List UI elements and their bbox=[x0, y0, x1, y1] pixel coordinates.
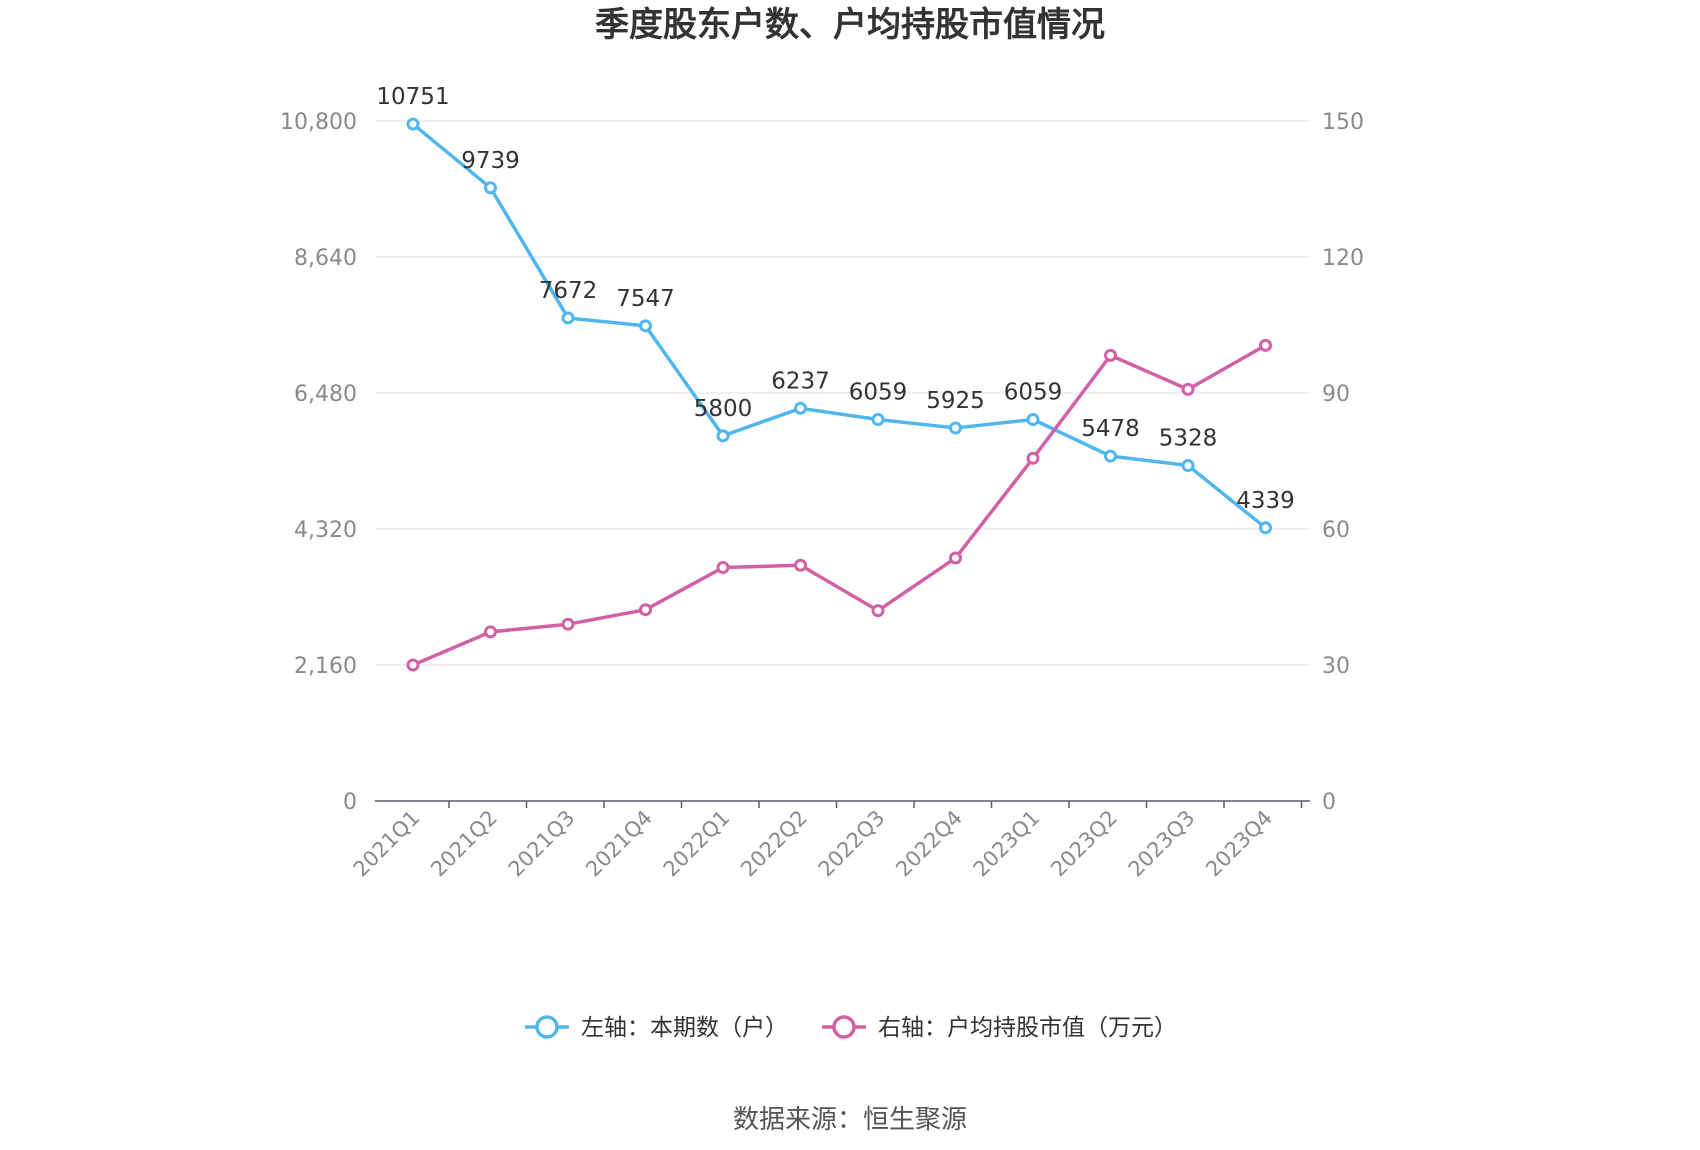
left-axis-tick-label: 2,160 bbox=[294, 654, 357, 679]
legend[interactable]: 左轴：本期数（户） 右轴：户均持股市值（万元） bbox=[525, 1015, 1177, 1041]
series-line-shareholders bbox=[411, 122, 1267, 530]
data-point-avg-market-value bbox=[871, 604, 885, 618]
data-point-shareholders bbox=[871, 413, 885, 427]
right-axis-tick-label: 120 bbox=[1322, 246, 1364, 271]
grid-layer bbox=[375, 120, 1310, 666]
data-point-avg-market-value bbox=[949, 551, 962, 565]
right-axis-tick-label: 60 bbox=[1322, 518, 1350, 543]
data-label: 4339 bbox=[1236, 488, 1295, 514]
data-label: 6237 bbox=[771, 368, 830, 394]
x-axis-tick-label: 2022Q1 bbox=[659, 806, 735, 882]
data-point-shareholders bbox=[949, 421, 962, 435]
data-point-shareholders bbox=[1104, 449, 1117, 463]
x-axis-tick-label: 2021Q2 bbox=[426, 806, 502, 882]
data-label-layer: 10751 9739 7672 7547 5800 6237 6059 5925 6059 547… bbox=[376, 84, 1294, 514]
left-axis-tick-label: 6,480 bbox=[294, 382, 357, 407]
series-line-avg-market-value bbox=[412, 343, 1267, 667]
x-axis-tick-label: 2023Q3 bbox=[1124, 806, 1200, 882]
data-point-shareholders bbox=[1026, 413, 1040, 427]
data-point-avg-market-value bbox=[794, 558, 807, 572]
x-axis-tick-label: 2023Q4 bbox=[1201, 806, 1277, 882]
left-axis-tick-label: 4,320 bbox=[294, 518, 357, 543]
data-label: 5478 bbox=[1081, 416, 1140, 442]
legend-label: 右轴：户均持股市值（万元） bbox=[878, 1015, 1177, 1041]
x-axis-tick-label: 2021Q3 bbox=[504, 806, 580, 882]
x-axis-tick-label: 2022Q3 bbox=[814, 806, 890, 882]
data-point-shareholders bbox=[716, 429, 730, 443]
left-axis-tick-label: 8,640 bbox=[294, 246, 357, 271]
x-axis-tick-label: 2022Q4 bbox=[891, 806, 967, 882]
x-axis-tick-label: 2023Q1 bbox=[969, 806, 1045, 882]
data-point-avg-market-value bbox=[639, 603, 652, 617]
axis-layer: 0 2,160 4,320 6,480 8,640 10,800 0 30 60 90 120 150… bbox=[280, 110, 1364, 881]
chart-title: 季度股东户数、户均持股市值情况 bbox=[595, 5, 1105, 45]
data-label: 7672 bbox=[539, 278, 598, 304]
data-point-avg-market-value bbox=[484, 625, 497, 639]
x-axis-tick-label: 2023Q2 bbox=[1046, 806, 1122, 882]
data-point-shareholders bbox=[561, 311, 575, 325]
data-label: 6059 bbox=[1004, 380, 1063, 406]
legend-marker-icon bbox=[832, 1015, 856, 1039]
series-layer bbox=[406, 117, 1272, 672]
data-point-shareholders bbox=[484, 181, 497, 195]
legend-item-shareholders[interactable]: 左轴：本期数（户） bbox=[525, 1015, 788, 1041]
legend-label: 左轴：本期数（户） bbox=[581, 1015, 788, 1041]
data-point-avg-market-value bbox=[1181, 382, 1195, 396]
data-source-note: 数据来源：恒生聚源 bbox=[733, 1105, 967, 1135]
data-label: 7547 bbox=[616, 286, 675, 312]
data-point-avg-market-value bbox=[1259, 338, 1272, 352]
data-label: 9739 bbox=[461, 148, 520, 174]
data-point-shareholders bbox=[1181, 459, 1195, 473]
right-axis-tick-label: 150 bbox=[1322, 110, 1364, 135]
x-axis-tick-label: 2021Q1 bbox=[349, 806, 425, 882]
data-label: 10751 bbox=[376, 84, 449, 110]
legend-item-avg-market-value[interactable]: 右轴：户均持股市值（万元） bbox=[822, 1015, 1177, 1041]
legend-marker-icon bbox=[535, 1015, 559, 1039]
data-label: 5925 bbox=[926, 388, 985, 414]
data-label: 6059 bbox=[849, 380, 908, 406]
x-axis-tick-label: 2022Q2 bbox=[736, 806, 812, 882]
data-point-avg-market-value bbox=[406, 658, 420, 672]
data-label: 5328 bbox=[1159, 426, 1218, 452]
data-point-shareholders bbox=[639, 319, 652, 333]
data-point-avg-market-value bbox=[1104, 348, 1117, 362]
data-point-shareholders bbox=[1259, 521, 1272, 535]
right-axis-tick-label: 90 bbox=[1322, 382, 1350, 407]
data-point-avg-market-value bbox=[716, 561, 730, 575]
right-axis-tick-label: 0 bbox=[1322, 790, 1336, 815]
data-point-avg-market-value bbox=[561, 617, 575, 631]
data-point-shareholders bbox=[406, 117, 420, 131]
data-label: 5800 bbox=[694, 396, 753, 422]
left-axis-tick-label: 10,800 bbox=[280, 110, 357, 135]
data-point-shareholders bbox=[794, 401, 807, 415]
right-axis-tick-label: 30 bbox=[1322, 654, 1350, 679]
data-point-avg-market-value bbox=[1026, 451, 1040, 465]
x-axis-tick-label: 2021Q4 bbox=[581, 806, 657, 882]
left-axis-tick-label: 0 bbox=[343, 790, 357, 815]
